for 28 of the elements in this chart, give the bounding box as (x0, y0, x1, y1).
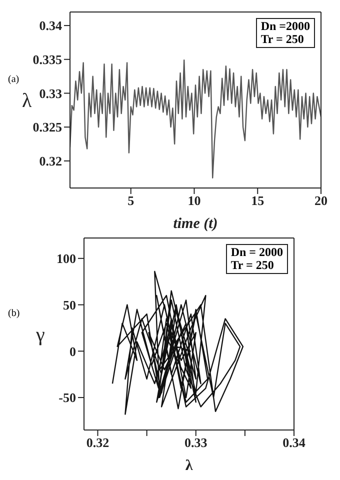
y-tick-label: 0.325 (32, 120, 62, 135)
x-tick-label: 0.33 (184, 435, 208, 450)
y-tick-label: -50 (58, 390, 76, 406)
y-tick-label: 100 (56, 251, 76, 266)
x-tick-label: 10 (188, 193, 201, 208)
annotation: Tr = 250 (260, 32, 305, 46)
annotation: Tr = 250 (230, 258, 275, 272)
y-axis-title: γ (35, 324, 45, 346)
x-tick-label: 20 (314, 193, 328, 208)
annotation: Dn = 2000 (230, 245, 283, 259)
y-tick-label: 0 (70, 344, 76, 359)
y-tick-label: 0.32 (39, 154, 62, 169)
y-axis-title: λ (22, 90, 32, 112)
y-tick-label: 0.34 (39, 18, 62, 34)
x-axis-title: time (t) (173, 216, 218, 232)
y-tick-label: 0.335 (32, 52, 62, 67)
text: (b) (8, 308, 20, 319)
line-series (112, 270, 244, 415)
y-tick-label: 0.33 (39, 86, 62, 101)
text: (a) (8, 74, 20, 85)
y-tick-label: 50 (63, 297, 76, 312)
x-tick-label: 0.32 (86, 435, 110, 450)
x-axis-title: λ (185, 458, 194, 474)
x-tick-label: 5 (128, 193, 135, 208)
x-tick-label: 15 (251, 193, 265, 208)
line-series (70, 59, 321, 178)
x-tick-label: 0.34 (282, 435, 306, 450)
annotation: Dn =2000 (260, 19, 310, 33)
